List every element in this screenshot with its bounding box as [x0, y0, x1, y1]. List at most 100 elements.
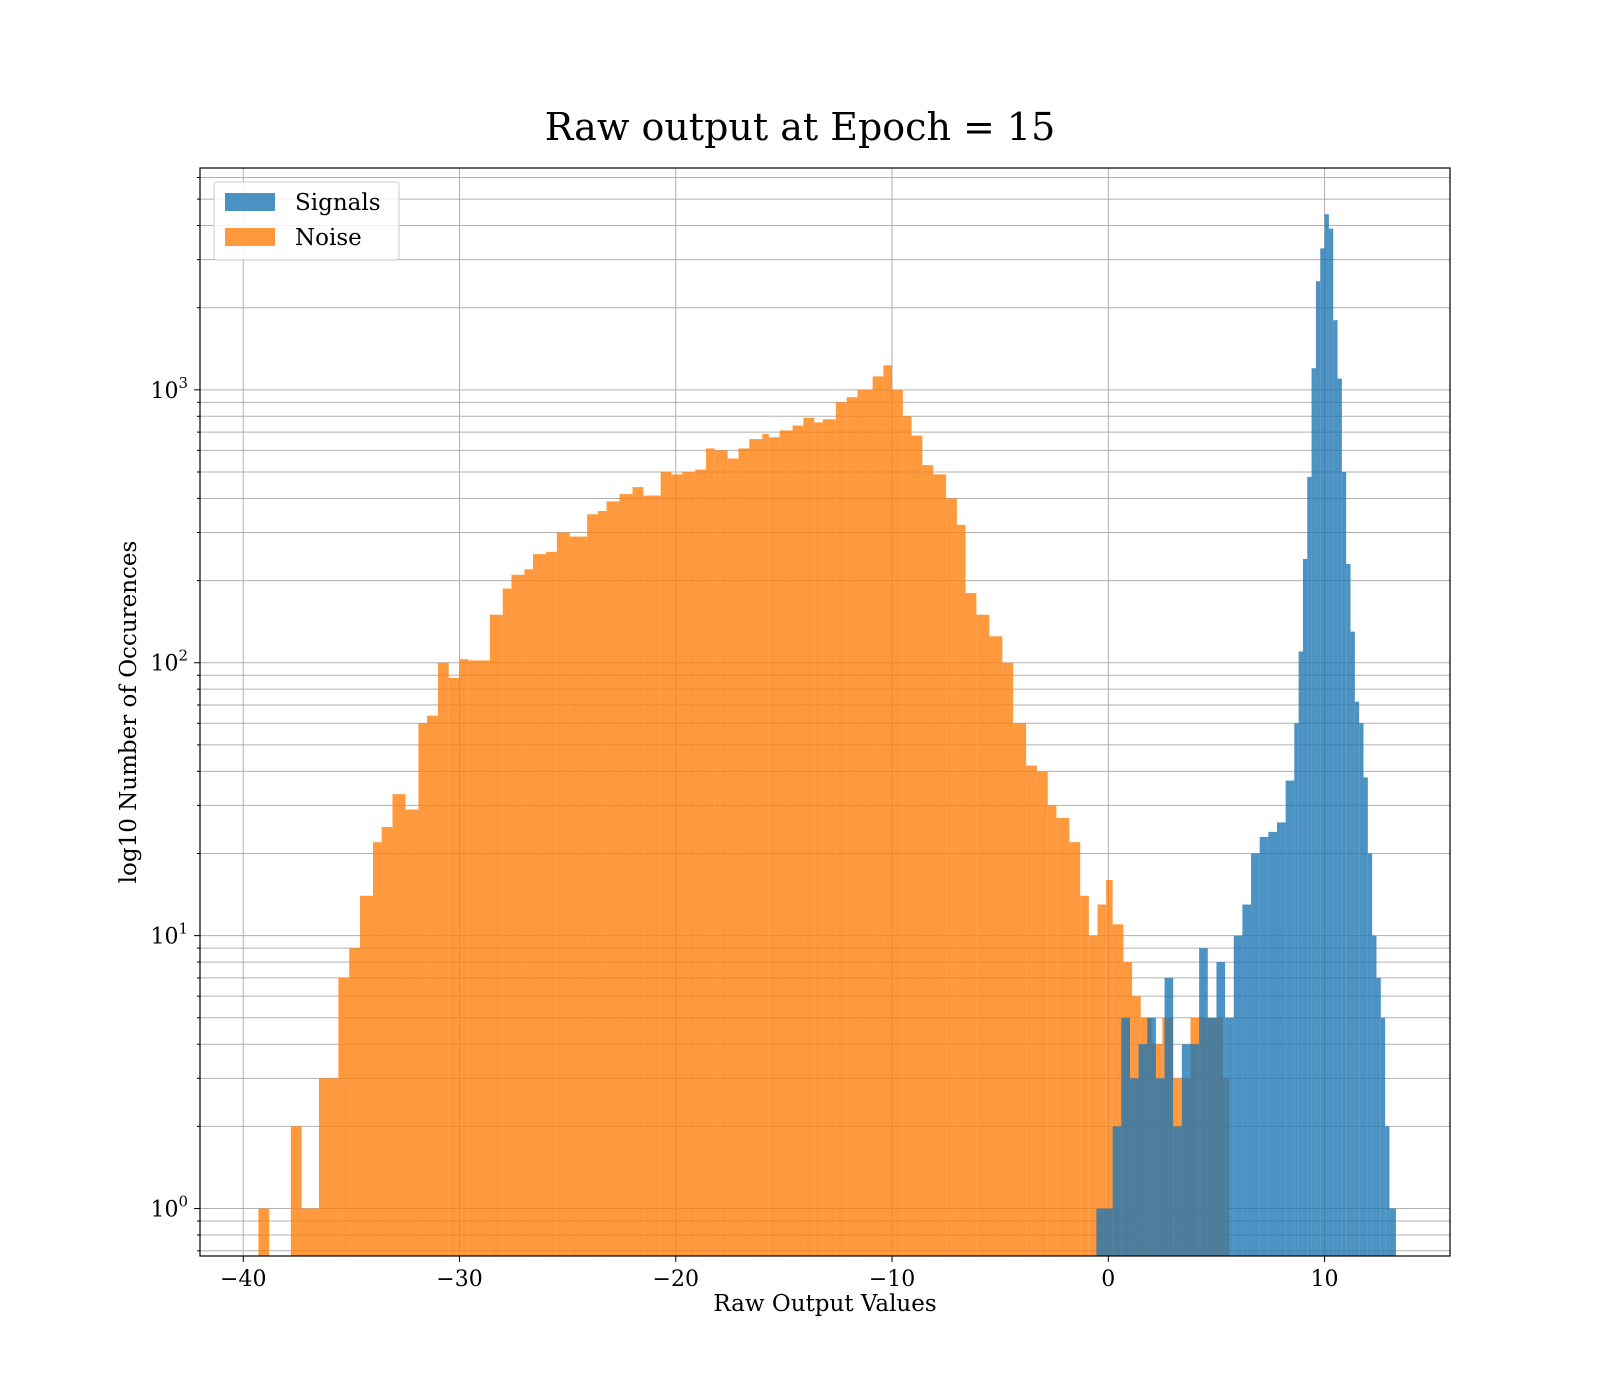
plot-frame — [199, 167, 1451, 1257]
histogram-bar-noise — [418, 723, 428, 1256]
chart-title: Raw output at Epoch = 15 — [545, 105, 1056, 149]
histogram-bar-signals — [1155, 1078, 1165, 1256]
histogram-bar-noise — [822, 419, 836, 1256]
histogram-bar-noise — [706, 448, 715, 1256]
histogram-bar-noise — [768, 437, 780, 1256]
x-tick-label: −20 — [653, 1267, 699, 1292]
histogram-bar-noise — [489, 614, 503, 1256]
histogram-bar-signals — [1173, 1126, 1182, 1256]
histogram-bar-noise — [792, 425, 804, 1256]
histogram-bar-noise — [533, 554, 547, 1256]
histogram-bar-signals — [1376, 977, 1381, 1256]
histogram-bar-noise — [587, 514, 598, 1256]
x-tick-label: 0 — [1101, 1267, 1115, 1292]
histogram-bar-signals — [1138, 1044, 1148, 1256]
histogram-bar-signals — [1276, 822, 1286, 1256]
histogram-bar-noise — [1036, 771, 1048, 1256]
histogram-bar-signals — [1199, 948, 1208, 1256]
histogram-bar-noise — [1080, 895, 1089, 1256]
histogram-bar-signals — [1363, 777, 1368, 1256]
histogram-bar-signals — [1385, 1126, 1390, 1256]
x-tick-label: −30 — [436, 1267, 482, 1292]
histogram-bar-noise — [524, 569, 534, 1256]
histogram-bar-signals — [1311, 368, 1316, 1256]
y-tick-label: 102 — [150, 647, 188, 677]
histogram-bar-noise — [835, 402, 847, 1257]
histogram-bar-signals — [1242, 904, 1252, 1256]
histogram-bar-noise — [373, 842, 382, 1256]
histogram-bar-noise — [392, 794, 406, 1256]
histogram-bar-signals — [1190, 1044, 1200, 1256]
histogram-bar-signals — [1103, 1208, 1113, 1256]
histogram-bar-noise — [714, 450, 728, 1257]
histogram-bar-signals — [1367, 853, 1373, 1256]
x-axis-label: Raw Output Values — [713, 1291, 936, 1317]
histogram-bar-noise — [258, 1208, 270, 1256]
histogram-bar-noise — [976, 614, 990, 1256]
histogram-bar-signals — [1251, 853, 1260, 1256]
legend-label-signals: Signals — [295, 190, 381, 216]
histogram-bar-noise — [318, 1078, 339, 1256]
histogram-bar-signals — [1216, 962, 1226, 1256]
histogram-bar-noise — [1088, 935, 1098, 1256]
histogram-bar-noise — [1013, 723, 1027, 1256]
histogram-bar-noise — [762, 433, 769, 1256]
histogram-bar-noise — [857, 389, 873, 1256]
histogram-bar-noise — [1112, 924, 1124, 1256]
histogram-bar-signals — [1147, 1017, 1156, 1256]
histogram-bar-signals — [1372, 935, 1377, 1256]
histogram-bar-signals — [1307, 476, 1312, 1256]
histogram-bar-noise — [632, 487, 644, 1256]
histogram-bar-signals — [1324, 214, 1329, 1256]
ticks-layer: −40 −30 −20 −10 0 10 100 101 102 103 — [150, 176, 1339, 1292]
histogram-bar-noise — [448, 677, 460, 1256]
histogram-bar-signals — [1380, 1017, 1386, 1256]
histogram-bar-noise — [956, 524, 966, 1256]
histogram-bar-signals — [1181, 1044, 1191, 1256]
y-tick-label: 100 — [150, 1193, 188, 1223]
histogram-bar-noise — [1047, 805, 1057, 1256]
histogram-bar-signals — [1320, 248, 1325, 1256]
histogram-bar-noise — [597, 510, 607, 1256]
histogram-bar-signals — [1096, 1208, 1104, 1256]
histogram-bar-signals — [1333, 320, 1338, 1256]
histogram-bar-noise — [922, 465, 934, 1256]
histogram-bar-signals — [1350, 631, 1355, 1256]
histogram-bar-signals — [1315, 281, 1321, 1256]
histogram-bar-noise — [502, 588, 512, 1256]
x-tick-label: 10 — [1311, 1267, 1339, 1292]
histogram-bar-noise — [727, 458, 739, 1256]
histogram-bar-signals — [1164, 977, 1174, 1256]
histogram-bar-noise — [883, 365, 893, 1256]
histogram-bar-noise — [437, 662, 449, 1256]
histogram-bar-signals — [1259, 836, 1269, 1256]
histogram-bar-signals — [1389, 1208, 1396, 1256]
histogram-bar-signals — [1354, 701, 1360, 1256]
histogram-bar-signals — [1112, 1126, 1122, 1256]
histogram-bar-signals — [1302, 558, 1308, 1256]
legend-swatch-noise — [225, 228, 275, 246]
histogram-bar-noise — [911, 435, 923, 1256]
histogram-bar-signals — [1294, 723, 1299, 1256]
histogram-bar-noise — [933, 474, 947, 1257]
histogram-bar-signals — [1121, 1017, 1130, 1256]
histogram-bar-noise — [569, 536, 588, 1256]
histogram-bar-noise — [671, 474, 683, 1257]
y-tick-label: 101 — [150, 920, 188, 950]
histogram-bar-noise — [660, 471, 672, 1257]
histogram-bar-noise — [1069, 842, 1081, 1256]
x-tick-label: −10 — [869, 1267, 915, 1292]
legend-swatch-signals — [225, 193, 275, 211]
histogram-bar-noise — [682, 471, 696, 1257]
histogram-bar-noise — [989, 636, 1003, 1256]
histogram-bar-noise — [695, 469, 707, 1256]
y-axis-label: log10 Number of Occurences — [116, 541, 142, 884]
histogram-bar-noise — [405, 809, 419, 1256]
histogram-bar-noise — [606, 501, 620, 1256]
histogram-bar-noise — [872, 376, 884, 1256]
histogram-bar-signals — [1225, 1017, 1234, 1256]
series-signals — [1096, 214, 1396, 1257]
histogram-bar-signals — [1285, 780, 1295, 1256]
histogram-bar-noise — [381, 827, 393, 1256]
histogram-bar-noise — [749, 439, 763, 1256]
